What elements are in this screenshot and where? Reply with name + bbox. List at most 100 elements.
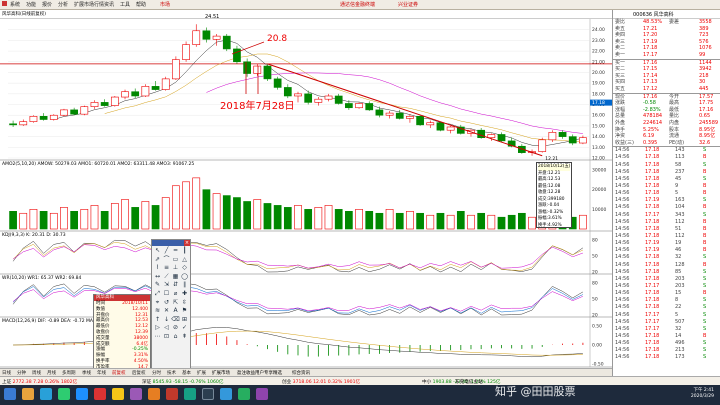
- app-icon[interactable]: [94, 388, 106, 400]
- period-tab[interactable]: 多周期: [62, 371, 76, 376]
- drawing-tool-icon[interactable]: ⌀: [173, 289, 178, 297]
- browser-icon[interactable]: [40, 388, 52, 400]
- extra-tab[interactable]: 盈注收益用户专享精选: [237, 371, 282, 376]
- drawing-tool-icon[interactable]: ▷: [155, 324, 160, 332]
- tick-list[interactable]: 14:56 17.18 143 S 14:56 17.18 113 B 14:56 17.18 58…: [613, 146, 720, 361]
- index-quote[interactable]: 深证 8545.93 -58.15 -0.76% 1060亿: [142, 379, 223, 385]
- menu-tools[interactable]: 工具: [120, 2, 131, 8]
- wechat-icon[interactable]: [58, 388, 70, 400]
- menu-extended[interactable]: 扩展市场行情: [74, 2, 105, 8]
- drawing-tool-icon[interactable]: ⌒: [163, 255, 170, 263]
- office-icon[interactable]: [148, 388, 160, 400]
- drawing-tool-icon[interactable]: ⇲: [163, 281, 170, 289]
- drawing-tool-icon[interactable]: ⇵: [172, 281, 179, 289]
- period-tab[interactable]: 基本: [182, 371, 191, 376]
- server-status[interactable]: 东莞电信主站: [455, 379, 483, 385]
- menu-system[interactable]: 系统: [10, 2, 21, 8]
- drawing-tool-icon[interactable]: ◇: [182, 264, 187, 272]
- menu-analysis[interactable]: 分析: [58, 2, 69, 8]
- period-tab[interactable]: 后复权: [132, 371, 146, 376]
- menu-quote[interactable]: 报价: [42, 2, 53, 8]
- qq-icon[interactable]: [76, 388, 88, 400]
- index-quote[interactable]: 上证 2772.38 7.28 0.26% 1802亿: [2, 379, 77, 385]
- drawing-tool-icon[interactable]: △: [182, 255, 187, 263]
- drawing-tool-icon[interactable]: ✚: [181, 289, 188, 297]
- drawing-tool-icon[interactable]: ≋: [154, 307, 161, 315]
- menu-function[interactable]: 功能: [26, 2, 37, 8]
- drawing-tool-icon[interactable]: ◁: [164, 324, 169, 332]
- system-clock[interactable]: 下午 2:41 2020/3/29: [691, 388, 714, 400]
- drawing-tools-palette[interactable]: × ↖ ╱ ━ ┃ ⇗ ⌒ ▭ △ ⌇ ≡ ⊥ ◇ ↔ ⟋ ▦ ◯ ✎ ⇲ ⇵ ∥ ⤢ ☐ ⌀ ✚ ⌖ ↺ ⇱ ⇳ ≋ ✕ A ⚑ ↑ ↓ ⌫ ⊞ ▷ ◁…: [151, 239, 191, 369]
- drawing-tool-icon[interactable]: ⊘: [172, 324, 179, 332]
- drawing-tool-icon[interactable]: ⇗: [154, 255, 161, 263]
- folder-icon[interactable]: [112, 388, 124, 400]
- period-tab[interactable]: 前复权: [112, 371, 126, 376]
- palette-titlebar[interactable]: ×: [152, 240, 190, 246]
- drawing-tool-icon[interactable]: ⌫: [171, 315, 180, 323]
- drawing-tool-icon[interactable]: ⋯: [154, 332, 161, 340]
- drawing-tool-icon[interactable]: ↑: [154, 315, 161, 323]
- period-tab[interactable]: 周线: [32, 371, 41, 376]
- period-tab[interactable]: 季线: [82, 371, 91, 376]
- notes-icon[interactable]: [256, 388, 268, 400]
- terminal-icon[interactable]: [202, 388, 214, 400]
- data-window[interactable]: 风华高科 时间 2018/10/11 数值 12.400 开盘价 12.31 最高价 12.5…: [93, 294, 151, 378]
- drawing-tool-icon[interactable]: ↖: [154, 247, 161, 254]
- drawing-tool-icon[interactable]: ⚑: [181, 307, 188, 315]
- period-tab[interactable]: 年线: [97, 371, 106, 376]
- media-icon[interactable]: [130, 388, 142, 400]
- drawing-tool-icon[interactable]: ✎: [154, 281, 161, 289]
- drawing-tool-icon[interactable]: ⤢: [155, 289, 160, 297]
- drawing-tool-icon[interactable]: ┃: [182, 247, 187, 254]
- drawing-tool-icon[interactable]: ✕: [163, 307, 170, 315]
- drawing-tool-icon[interactable]: ∥: [183, 281, 186, 289]
- drawing-tool-icon[interactable]: A: [173, 307, 178, 315]
- drawing-tool-icon[interactable]: ╱: [164, 247, 169, 254]
- extra-tab[interactable]: 扩展市场: [212, 371, 230, 376]
- period-tab[interactable]: 分时: [152, 371, 161, 376]
- period-tab[interactable]: 技术: [167, 371, 176, 376]
- drawing-tool-icon[interactable]: ✓: [181, 324, 188, 332]
- index-quote[interactable]: 创业 3718.06 12.01 0.32% 1901亿: [282, 379, 360, 385]
- drawing-tool-icon[interactable]: ≡: [163, 264, 170, 272]
- drawing-tool-icon[interactable]: ⇞: [181, 332, 188, 340]
- drawing-tool-icon[interactable]: ↓: [163, 315, 170, 323]
- app-logo-icon[interactable]: [2, 1, 8, 7]
- drawing-tool-icon[interactable]: ⊥: [172, 264, 179, 272]
- drawing-tool-icon[interactable]: ◯: [181, 272, 188, 280]
- drawing-tool-icon[interactable]: ↺: [163, 298, 170, 306]
- period-tab[interactable]: 分钟: [17, 371, 26, 376]
- period-tab[interactable]: 日线: [2, 371, 11, 376]
- tick-row: 14:56 17.18 45 S: [613, 176, 720, 183]
- menu-news[interactable]: 资讯: [104, 2, 115, 8]
- trading-app-icon[interactable]: [166, 388, 178, 400]
- extra-tab[interactable]: 综合资讯: [292, 371, 310, 376]
- drawing-tool-icon[interactable]: ⌂: [173, 332, 178, 340]
- data-window-title[interactable]: 风华高科: [94, 295, 150, 301]
- drawing-tool-icon[interactable]: ▭: [172, 255, 179, 263]
- index-quote[interactable]: 中小 1903.88 -23.40 -1.21% 125亿: [422, 379, 501, 385]
- drawing-tool-icon[interactable]: ⌖: [155, 298, 160, 306]
- mail-icon[interactable]: [220, 388, 232, 400]
- drawing-tool-icon[interactable]: ⇳: [181, 298, 188, 306]
- period-tab[interactable]: 月线: [47, 371, 56, 376]
- drawing-tool-icon[interactable]: ⟋: [164, 272, 169, 280]
- chat-icon[interactable]: [184, 388, 196, 400]
- drawing-tool-icon[interactable]: ↔: [154, 272, 161, 280]
- drawing-tool-icon[interactable]: ☐: [163, 289, 170, 297]
- drawing-tool-icon[interactable]: ━: [173, 247, 178, 254]
- market-tag[interactable]: 市场: [160, 2, 171, 8]
- drawing-tool-icon[interactable]: ⇱: [172, 298, 179, 306]
- chart-canvas[interactable]: 24.0023.0022.0021.0020.0019.0018.0017.00…: [0, 0, 612, 368]
- menu-help[interactable]: 帮助: [136, 2, 147, 8]
- start-icon[interactable]: [4, 388, 16, 400]
- excel-icon[interactable]: [238, 388, 250, 400]
- close-icon[interactable]: ×: [184, 240, 190, 246]
- explorer-icon[interactable]: [22, 388, 34, 400]
- drawing-tool-icon[interactable]: ⊡: [163, 332, 170, 340]
- drawing-tool-icon[interactable]: ⌇: [156, 264, 159, 272]
- period-tab[interactable]: 扩展: [197, 371, 206, 376]
- drawing-tool-icon[interactable]: ▦: [172, 272, 179, 280]
- drawing-tool-icon[interactable]: ⊞: [181, 315, 188, 323]
- index-field: 1060亿: [207, 379, 224, 385]
